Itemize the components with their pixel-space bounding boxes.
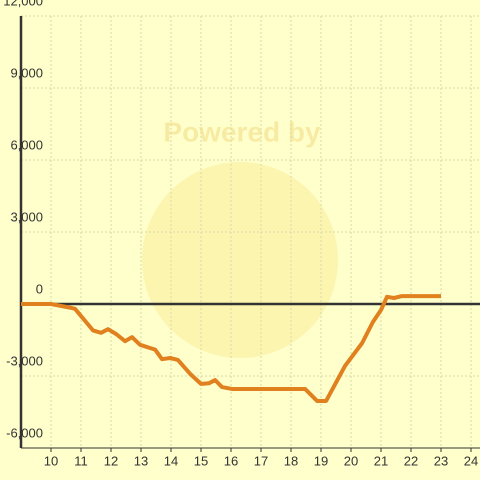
x-tick-label: 22 xyxy=(404,453,418,468)
x-tick-label: 11 xyxy=(74,453,88,468)
data-line xyxy=(21,294,441,403)
y-tick-label: -3,000 xyxy=(6,353,43,368)
watermark: Powered by xyxy=(163,116,321,147)
x-tick-label: 12 xyxy=(104,453,118,468)
y-tick-label: 6,000 xyxy=(10,137,43,152)
x-tick-label: 13 xyxy=(134,453,148,468)
x-tick-label: 15 xyxy=(194,453,208,468)
x-tick-label: 10 xyxy=(44,453,58,468)
x-tick-label: 21 xyxy=(374,453,388,468)
x-tick-label: 17 xyxy=(254,453,268,468)
x-tick-label: 20 xyxy=(344,453,358,468)
y-tick-label: 3,000 xyxy=(10,209,43,224)
x-tick-label: 18 xyxy=(284,453,298,468)
y-tick-label: -6,000 xyxy=(6,425,43,440)
y-tick-label: 12,000 xyxy=(3,0,43,8)
x-tick-label: 24 xyxy=(464,453,478,468)
y-tick-label: 9,000 xyxy=(10,65,43,80)
x-tick-label: 14 xyxy=(164,453,178,468)
y-tick-label: 0 xyxy=(36,281,43,296)
x-tick-label: 19 xyxy=(314,453,328,468)
x-tick-label: 16 xyxy=(224,453,238,468)
x-tick-label: 23 xyxy=(434,453,448,468)
watermark-logo xyxy=(142,162,338,358)
